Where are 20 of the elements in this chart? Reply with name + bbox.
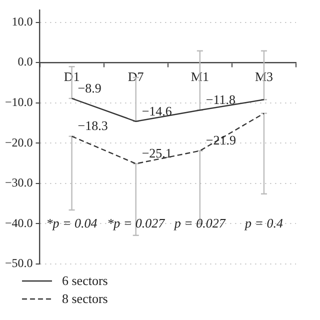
data-label: −11.8 bbox=[206, 92, 236, 108]
x-tick-label: D7 bbox=[128, 68, 144, 84]
data-label: −18.3 bbox=[78, 118, 108, 134]
y-tick-label: 0.0 bbox=[18, 54, 33, 69]
annotation: p = 0.4 bbox=[244, 215, 284, 230]
y-tick-label: −40.0 bbox=[4, 216, 33, 230]
y-tick-label: −10.0 bbox=[4, 95, 33, 110]
legend-label: 8 sectors bbox=[62, 291, 108, 307]
data-label: −14.6 bbox=[142, 103, 172, 118]
y-tick-label: −20.0 bbox=[4, 135, 33, 150]
data-label: −25.1 bbox=[142, 146, 172, 161]
y-tick-label: 10.0 bbox=[12, 14, 33, 28]
data-label: −8.9 bbox=[78, 80, 102, 96]
annotation: p = 0.027 bbox=[173, 215, 226, 230]
y-tick-label: −30.0 bbox=[4, 176, 33, 190]
annotation: *p = 0.04 bbox=[46, 215, 98, 230]
data-label: −21.9 bbox=[206, 132, 236, 148]
y-tick-label: −50.0 bbox=[4, 256, 33, 270]
annotation: *p = 0.027 bbox=[107, 215, 166, 230]
legend-label: 6 sectors bbox=[62, 273, 108, 289]
